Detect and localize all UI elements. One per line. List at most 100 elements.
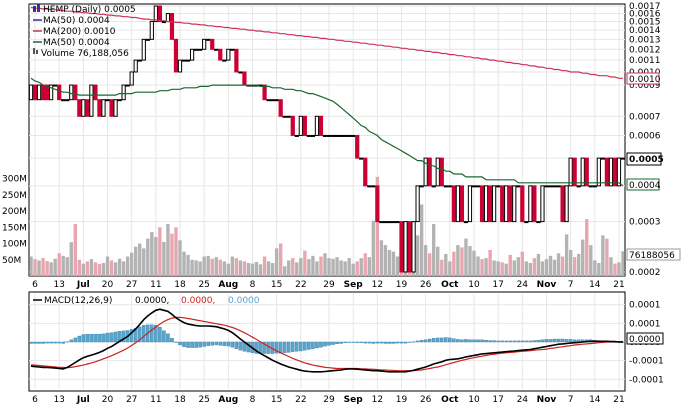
price-bar	[125, 84, 130, 87]
volume-bar	[355, 261, 359, 276]
volume-bar	[274, 248, 279, 276]
price-bar	[512, 185, 517, 223]
price-bar	[137, 59, 142, 62]
macd-histogram-bar	[395, 341, 400, 344]
price-bar	[576, 185, 581, 188]
volume-bar	[468, 246, 472, 276]
macd-histogram-bar	[218, 341, 223, 346]
price-bar	[210, 38, 215, 50]
price-bar	[419, 185, 424, 188]
macd-histogram-bar	[556, 338, 561, 343]
price-bar	[548, 185, 553, 188]
price-bar	[443, 185, 448, 188]
price-bar	[483, 185, 489, 223]
volume-bar	[41, 258, 45, 276]
price-bar	[580, 157, 585, 187]
macd-histogram-bar	[210, 341, 214, 346]
volume-bar	[210, 258, 214, 276]
macd-histogram-bar	[476, 339, 480, 343]
volume-bar	[214, 257, 218, 276]
volume-tick-label: 100M	[2, 240, 27, 250]
x-tick-label-macd: 13	[53, 395, 64, 405]
volume-bar	[238, 260, 243, 276]
volume-bar	[174, 227, 178, 276]
macd-histogram-bar	[508, 340, 512, 343]
macd-histogram-bar	[154, 325, 158, 343]
macd-histogram-bar	[528, 340, 533, 343]
volume-bar	[323, 253, 327, 276]
volume-bar	[287, 260, 291, 276]
volume-bar	[572, 257, 577, 276]
macd-histogram-bar	[29, 341, 33, 344]
macd-histogram-bar	[568, 339, 573, 343]
x-tick-label: Sep	[344, 280, 364, 290]
volume-bar	[617, 262, 621, 276]
x-tick-label: 29	[323, 280, 335, 290]
price-bar	[338, 134, 344, 137]
macd-histogram-bar	[286, 341, 291, 353]
volume-tick-label: 200M	[2, 207, 27, 217]
volume-bar	[278, 243, 283, 276]
price-bar	[57, 84, 62, 101]
macd-histogram-bar	[540, 339, 545, 343]
macd-histogram-bar	[359, 341, 363, 343]
volume-bar	[226, 263, 231, 276]
price-bar	[310, 134, 316, 137]
x-tick-label: 27	[126, 280, 137, 290]
macd-histogram-bar	[142, 325, 146, 343]
volume-bar	[568, 250, 573, 276]
price-bar	[73, 84, 78, 101]
x-tick-label: 20	[102, 280, 114, 290]
price-bar	[36, 84, 42, 101]
volume-tick-label: 50M	[2, 256, 21, 266]
volume-bar	[524, 261, 529, 276]
x-tick-label-macd: 12	[372, 395, 383, 405]
volume-bar	[395, 256, 400, 276]
macd-histogram-bar	[564, 339, 569, 343]
price-bar	[173, 38, 179, 73]
macd-histogram-bar	[303, 341, 307, 351]
price-bars	[28, 5, 626, 273]
price-bar	[145, 38, 150, 41]
volume-bar	[73, 224, 77, 276]
price-bar	[387, 221, 392, 224]
macd-histogram-bar	[464, 339, 468, 343]
x-tick-label: 22	[295, 280, 306, 290]
macd-histogram-bar	[190, 341, 194, 348]
macd-histogram-bar	[343, 341, 347, 343]
price-bar	[53, 84, 58, 87]
volume-bar	[436, 246, 440, 276]
price-bar	[302, 115, 307, 136]
macd-histogram-bar	[387, 341, 392, 344]
macd-histogram-bar	[202, 341, 206, 347]
volume-bar	[311, 255, 315, 276]
x-tick-label-macd: 17	[492, 395, 503, 405]
macd-histogram-bar	[174, 341, 178, 343]
macd-histogram-bar	[166, 333, 170, 343]
macd-histogram-bar	[226, 341, 231, 347]
x-tick-label-macd: 18	[174, 395, 186, 405]
volume-bar	[512, 260, 516, 276]
macd-histogram-bar	[548, 339, 553, 343]
x-tick-label: 25	[198, 280, 209, 290]
macd-histogram-bar	[423, 339, 428, 343]
price-bar	[431, 185, 436, 188]
volume-bar	[154, 237, 158, 276]
macd-histogram-bar	[363, 341, 368, 344]
volume-bar	[258, 264, 263, 276]
macd-histogram-bar	[295, 341, 299, 352]
price-bar	[185, 59, 191, 62]
macd-tick-label: -0.0001	[629, 357, 664, 367]
macd-histogram-bar	[258, 341, 263, 354]
price-tick-label: 0.0006	[629, 131, 661, 141]
chart-icon	[33, 6, 36, 12]
price-bar	[616, 157, 622, 187]
price-bar	[65, 99, 70, 102]
macd-histogram-bar	[512, 340, 517, 343]
macd-histogram-bar	[440, 337, 444, 343]
macd-histogram-bar	[468, 339, 472, 343]
macd-histogram-bar	[315, 341, 319, 349]
price-bar	[109, 99, 114, 117]
macd-histogram-bar	[37, 341, 41, 344]
x-tick-label: 24	[517, 280, 529, 290]
